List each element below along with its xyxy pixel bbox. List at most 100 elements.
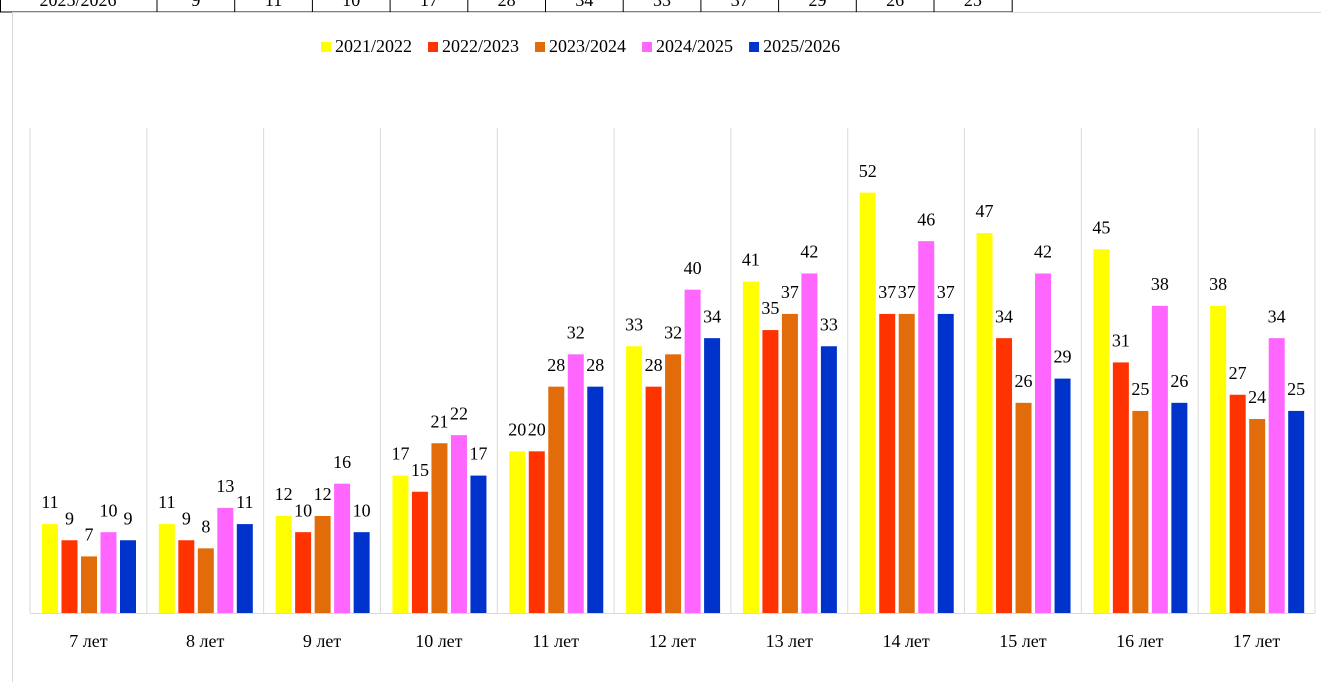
- x-tick-label: 7 лет: [69, 631, 107, 651]
- data-label: 24: [1248, 387, 1266, 407]
- legend-label: 2025/2026: [763, 36, 840, 56]
- bar: [431, 443, 448, 613]
- data-label: 42: [1034, 242, 1052, 262]
- table-cell: 17: [420, 0, 438, 10]
- bar: [158, 524, 175, 613]
- bar: [217, 507, 234, 613]
- data-label: 8: [201, 516, 210, 536]
- data-label: 11: [158, 492, 175, 512]
- bar: [197, 548, 214, 613]
- bar: [898, 313, 915, 613]
- x-tick-label: 16 лет: [1116, 631, 1163, 651]
- bar: [820, 346, 837, 613]
- data-label: 7: [85, 525, 94, 545]
- data-label: 20: [528, 419, 546, 439]
- data-label: 32: [664, 322, 682, 342]
- data-label: 22: [450, 403, 468, 423]
- bar: [411, 491, 428, 613]
- x-tick-label: 15 лет: [999, 631, 1046, 651]
- table-cell: 34: [575, 0, 593, 10]
- x-tick-label: 10 лет: [415, 631, 462, 651]
- legend-label: 2022/2023: [442, 36, 519, 56]
- data-label: 17: [469, 444, 487, 464]
- bar: [1288, 410, 1305, 613]
- bar: [801, 273, 818, 613]
- data-label: 47: [976, 201, 994, 221]
- x-tick-label: 8 лет: [186, 631, 224, 651]
- bar: [704, 338, 721, 613]
- legend-label: 2021/2022: [335, 36, 412, 56]
- bar: [236, 524, 253, 613]
- data-label: 26: [1170, 371, 1188, 391]
- bar: [645, 386, 662, 613]
- data-label: 41: [742, 250, 760, 270]
- data-label: 33: [820, 314, 838, 334]
- bar: [509, 451, 526, 613]
- data-label: 45: [1092, 217, 1110, 237]
- bar: [470, 475, 487, 613]
- data-label: 52: [859, 161, 877, 181]
- data-label: 11: [41, 492, 58, 512]
- bar: [626, 346, 643, 613]
- data-label: 17: [391, 444, 409, 464]
- bar: [879, 313, 896, 613]
- bar: [976, 233, 993, 614]
- bar: [42, 524, 58, 613]
- data-label: 25: [1287, 379, 1305, 399]
- x-tick-label: 11 лет: [532, 631, 579, 651]
- bar: [665, 354, 682, 613]
- table-cell: 33: [653, 0, 671, 10]
- data-label: 37: [781, 282, 799, 302]
- bar: [1015, 402, 1032, 613]
- bar: [762, 330, 779, 613]
- bar: [1035, 273, 1052, 613]
- bar: [1210, 305, 1227, 613]
- data-label: 46: [917, 209, 935, 229]
- bar: [100, 532, 117, 613]
- data-label: 26: [1015, 371, 1033, 391]
- table-row-label: 2025/2026: [39, 0, 116, 10]
- data-label: 11: [236, 492, 253, 512]
- table-cell: 29: [808, 0, 826, 10]
- bar: [567, 354, 584, 613]
- bar: [1171, 402, 1188, 613]
- bar: [1151, 305, 1168, 613]
- data-label: 37: [878, 282, 896, 302]
- x-tick-label: 14 лет: [882, 631, 929, 651]
- table-cell: 11: [265, 0, 282, 10]
- data-label: 32: [567, 322, 585, 342]
- data-label: 42: [800, 242, 818, 262]
- x-tick-label: 12 лет: [649, 631, 696, 651]
- bar: [684, 289, 701, 613]
- data-label: 28: [645, 355, 663, 375]
- data-label: 12: [314, 484, 332, 504]
- bar: [1054, 378, 1071, 613]
- bar: [937, 313, 954, 613]
- legend-swatch: [321, 42, 331, 52]
- data-label: 40: [684, 258, 702, 278]
- data-label: 9: [65, 508, 74, 528]
- bar: [1249, 419, 1266, 613]
- legend-swatch: [535, 42, 546, 52]
- bar: [859, 192, 876, 613]
- data-label: 28: [547, 355, 565, 375]
- bar: [353, 532, 370, 613]
- legend-swatch: [642, 42, 653, 52]
- bar: [81, 556, 97, 613]
- bar: [295, 532, 312, 613]
- data-label: 28: [586, 355, 604, 375]
- bar: [334, 483, 351, 613]
- bar: [178, 540, 195, 613]
- data-label: 33: [625, 314, 643, 334]
- bar: [528, 451, 545, 613]
- data-label: 9: [182, 508, 191, 528]
- table-cell: 25: [964, 0, 982, 10]
- bar: [1229, 394, 1246, 613]
- bar: [314, 516, 331, 613]
- legend-swatch: [749, 42, 760, 52]
- data-label: 15: [411, 460, 429, 480]
- data-label: 12: [275, 484, 293, 504]
- data-label: 37: [898, 282, 916, 302]
- legend-label: 2024/2025: [656, 36, 733, 56]
